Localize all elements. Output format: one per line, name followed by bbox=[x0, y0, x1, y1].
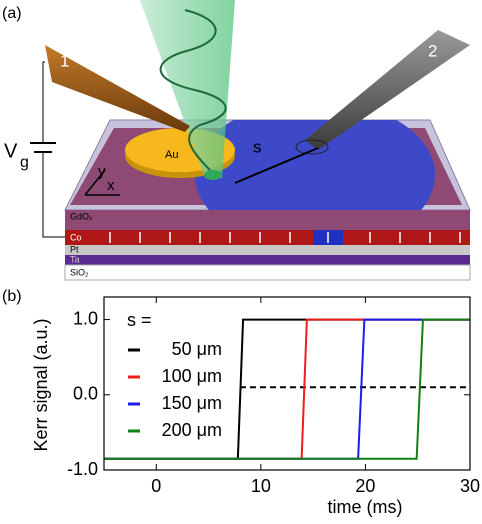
plot-frame bbox=[104, 297, 470, 470]
y-axis-label: Kerr signal (a.u.) bbox=[31, 318, 51, 451]
layer-pt bbox=[65, 245, 470, 255]
x-tick-label: 0 bbox=[151, 476, 161, 496]
x-tick-label: 10 bbox=[251, 476, 271, 496]
y-tick-label: 0.0 bbox=[73, 384, 98, 404]
probe-label: 2 bbox=[428, 41, 437, 60]
series-line bbox=[104, 320, 470, 459]
voltage-subscript: g bbox=[20, 154, 29, 171]
y-tick-label: 1.0 bbox=[73, 308, 98, 328]
disk-label: Au bbox=[165, 149, 178, 161]
panel-label: (b) bbox=[2, 288, 22, 305]
series-line bbox=[104, 320, 470, 459]
distance-label: s bbox=[253, 137, 262, 156]
layer-sio2 bbox=[65, 265, 470, 280]
figure: (a) 1 2 Au s V g y x GdOₓ Co Pt Ta SiO₂ … bbox=[0, 0, 482, 524]
axis-label: y bbox=[98, 163, 106, 180]
layer-ta bbox=[65, 255, 470, 265]
panel-label: (a) bbox=[2, 5, 22, 22]
schematic: (a) 1 2 Au s V g y x GdOₓ Co Pt Ta SiO₂ bbox=[2, 0, 470, 280]
layer-co bbox=[65, 230, 470, 245]
voltage-label: V bbox=[4, 140, 18, 162]
layer-label: Co bbox=[70, 232, 82, 242]
x-tick-label: 20 bbox=[355, 476, 375, 496]
layer-label: Pt bbox=[70, 244, 79, 254]
series-line bbox=[104, 320, 470, 459]
legend-label: 50 μm bbox=[172, 339, 222, 359]
probe-label: 1 bbox=[60, 51, 69, 70]
wire bbox=[43, 152, 65, 237]
legend-label: 200 μm bbox=[162, 420, 222, 440]
x-tick-label: 30 bbox=[460, 476, 480, 496]
axis-label: x bbox=[107, 177, 115, 194]
layer-label: SiO₂ bbox=[70, 267, 89, 277]
x-axis-label: time (ms) bbox=[328, 497, 403, 517]
series-line bbox=[104, 320, 470, 459]
wire bbox=[43, 62, 45, 143]
y-tick-label: -1.0 bbox=[67, 459, 98, 479]
layer-gdox bbox=[65, 210, 470, 230]
legend-title: s = bbox=[127, 310, 152, 330]
chart: (b) time (ms) Kerr signal (a.u.) s = 0 10… bbox=[2, 288, 480, 517]
laser-spot bbox=[204, 170, 222, 180]
layer-label: Ta bbox=[70, 254, 80, 264]
legend-label: 150 μm bbox=[162, 393, 222, 413]
layer-label: GdOₓ bbox=[70, 211, 92, 221]
legend-label: 100 μm bbox=[162, 366, 222, 386]
